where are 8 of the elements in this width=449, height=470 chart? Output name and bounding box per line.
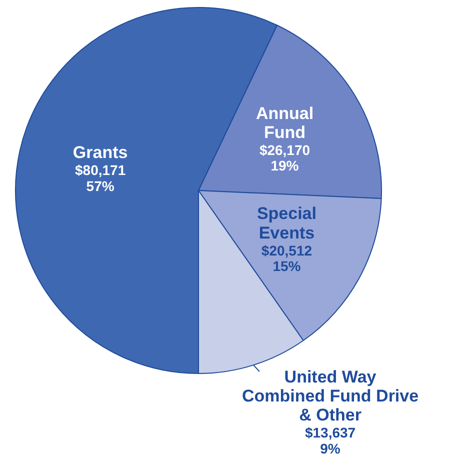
slice-label: Annual Fund [256,104,314,142]
data-label: $13,637 9% [304,424,356,456]
slice-label: Grants [72,143,128,162]
slice-label: Special Events [256,204,316,242]
data-label: $80,171 57% [75,162,126,194]
data-label: $26,170 19% [259,142,310,174]
slice-label: United Way Combined Fund Drive & Other [242,368,419,425]
data-label: $20,512 15% [261,242,312,274]
